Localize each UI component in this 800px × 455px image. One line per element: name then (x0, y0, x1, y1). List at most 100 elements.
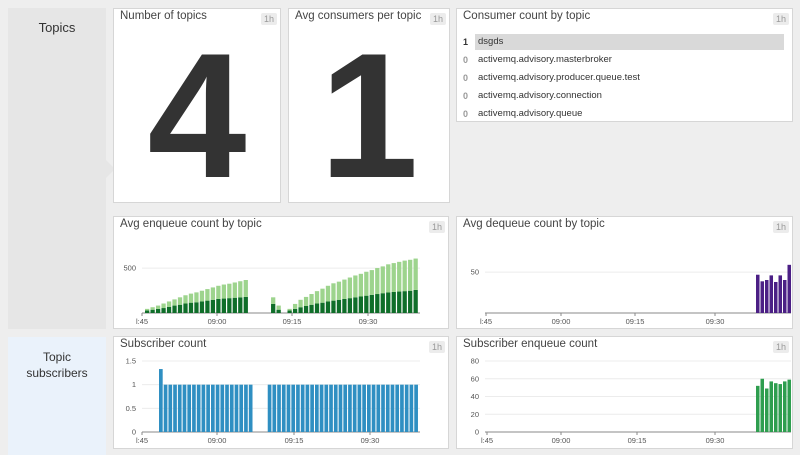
bar[interactable] (155, 308, 161, 313)
bar[interactable] (369, 270, 374, 295)
bar[interactable] (300, 384, 305, 432)
bar[interactable] (168, 384, 173, 432)
bar[interactable] (386, 264, 391, 293)
panel-consumer-count-by-topic[interactable]: Consumer count by topic 1h 1 dsgds 0 act… (456, 8, 793, 122)
panel-subscriber-enqueue-count[interactable]: Subscriber enqueue count 1h 80 60 40 20 0 l:4… (456, 336, 793, 449)
bar[interactable] (358, 273, 363, 297)
bar[interactable] (173, 384, 177, 432)
bar[interactable] (277, 384, 281, 432)
dequeue-bar-chart[interactable]: 50 l:45 09:00 09:15 09:30 (457, 217, 794, 330)
bar[interactable] (769, 381, 774, 432)
bar[interactable] (196, 384, 201, 432)
bar[interactable] (205, 300, 210, 313)
bar[interactable] (309, 304, 314, 313)
bar[interactable] (216, 298, 221, 313)
bar[interactable] (347, 298, 353, 313)
bar[interactable] (353, 275, 358, 298)
bar[interactable] (783, 280, 787, 313)
bar[interactable] (320, 288, 325, 303)
bar[interactable] (336, 281, 342, 300)
bar[interactable] (287, 310, 292, 313)
bar[interactable] (402, 291, 407, 313)
bar[interactable] (769, 275, 774, 313)
bar[interactable] (408, 290, 413, 313)
bar[interactable] (172, 305, 177, 313)
bar[interactable] (298, 307, 303, 313)
bar[interactable] (194, 302, 199, 313)
bar[interactable] (276, 305, 281, 310)
bar[interactable] (787, 379, 792, 432)
bar[interactable] (778, 384, 783, 432)
bar[interactable] (391, 291, 396, 313)
bar[interactable] (315, 384, 319, 432)
subscriber-count-bar-chart[interactable]: 1.5 1 0.5 0l:45 09:00 09:15 09:30 (114, 337, 450, 450)
bar[interactable] (210, 287, 216, 300)
bar[interactable] (177, 384, 182, 432)
bar[interactable] (314, 303, 320, 313)
bar[interactable] (303, 296, 309, 306)
bar[interactable] (331, 283, 336, 301)
bar[interactable] (760, 378, 765, 432)
bar[interactable] (375, 268, 380, 295)
bar[interactable] (238, 297, 243, 313)
bar[interactable] (291, 384, 296, 432)
bar[interactable] (188, 302, 194, 313)
group-topics[interactable]: Topics (8, 8, 106, 329)
bar[interactable] (369, 294, 374, 313)
bar[interactable] (331, 300, 336, 313)
bar[interactable] (364, 271, 369, 296)
bar[interactable] (163, 384, 168, 432)
bar[interactable] (376, 384, 381, 432)
bar[interactable] (244, 384, 248, 432)
bar[interactable] (409, 384, 414, 432)
bar[interactable] (188, 293, 194, 303)
bar[interactable] (348, 384, 352, 432)
bar[interactable] (192, 384, 196, 432)
bar[interactable] (225, 384, 229, 432)
bar[interactable] (211, 384, 215, 432)
panel-avg-enqueue-count[interactable]: Avg enqueue count by topic 1h 500 l:45 09:… (113, 216, 449, 329)
bar[interactable] (336, 299, 342, 313)
bar[interactable] (333, 384, 338, 432)
bar[interactable] (221, 284, 226, 299)
bar[interactable] (310, 384, 314, 432)
bar[interactable] (150, 307, 155, 310)
bar[interactable] (276, 309, 281, 313)
bar[interactable] (367, 384, 371, 432)
bar[interactable] (215, 384, 220, 432)
bar[interactable] (292, 308, 298, 313)
bar[interactable] (205, 289, 210, 301)
bar[interactable] (338, 384, 343, 432)
bar[interactable] (413, 258, 418, 290)
group-topic-subscribers[interactable]: Topic subscribers (8, 337, 106, 455)
bar[interactable] (404, 384, 409, 432)
bar[interactable] (159, 369, 163, 432)
bar[interactable] (243, 296, 248, 313)
bar[interactable] (343, 384, 348, 432)
bar[interactable] (309, 294, 314, 305)
bar[interactable] (391, 263, 396, 292)
bar[interactable] (380, 266, 385, 294)
bar[interactable] (216, 285, 221, 299)
bar[interactable] (155, 305, 161, 309)
bar[interactable] (390, 384, 395, 432)
bar[interactable] (381, 384, 385, 432)
bar[interactable] (352, 384, 357, 432)
bar[interactable] (272, 384, 277, 432)
enqueue-bar-chart[interactable]: 500 l:45 09:00 09:15 09:30 (114, 217, 450, 330)
bar[interactable] (765, 388, 769, 432)
bar[interactable] (329, 384, 333, 432)
toplist-row[interactable]: 1 dsgds (463, 33, 784, 51)
bar[interactable] (756, 274, 760, 313)
subscriber-enqueue-bar-chart[interactable]: 80 60 40 20 0l:45 09:00 09:15 09:30 (457, 337, 794, 450)
bar[interactable] (177, 304, 183, 313)
bar[interactable] (182, 384, 187, 432)
bar[interactable] (364, 295, 369, 313)
bar[interactable] (320, 302, 325, 313)
bar[interactable] (325, 301, 331, 313)
bar[interactable] (166, 306, 172, 313)
bar[interactable] (305, 384, 310, 432)
bar[interactable] (183, 303, 188, 313)
bar[interactable] (292, 303, 298, 309)
bar[interactable] (357, 384, 362, 432)
